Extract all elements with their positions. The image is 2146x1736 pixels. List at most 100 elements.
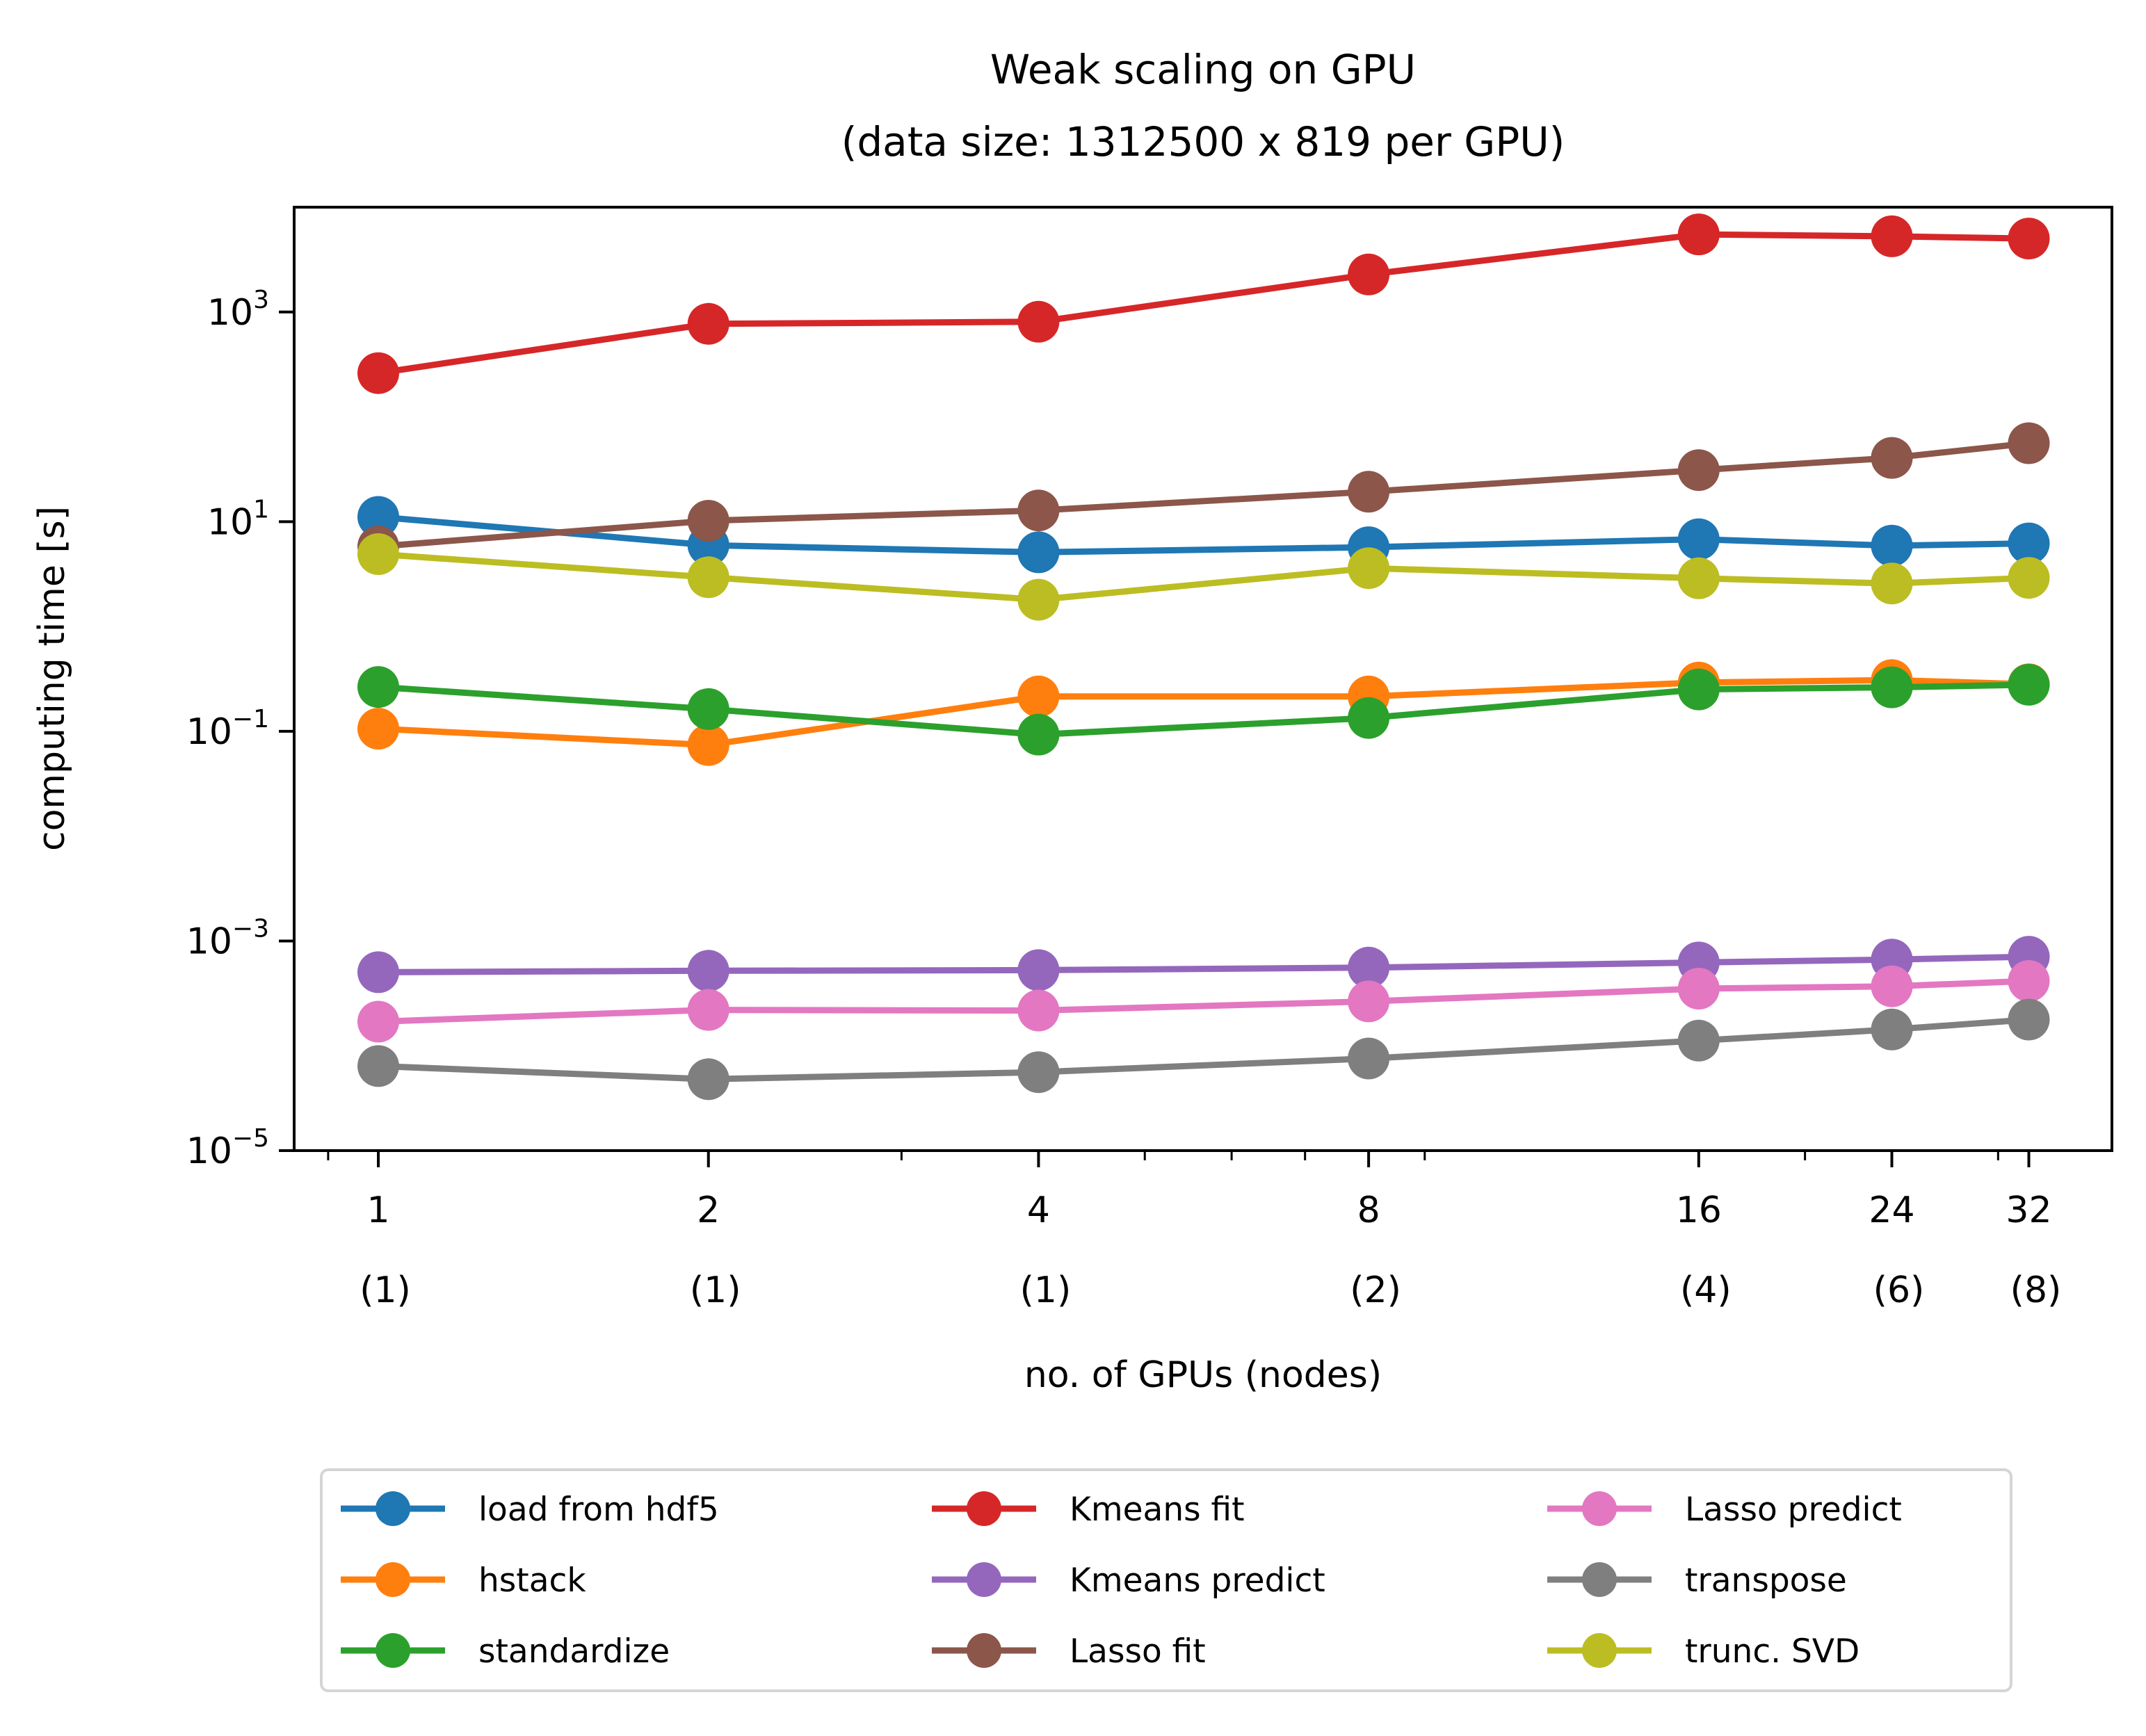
data-point [1348,1037,1390,1080]
x-tick-label: 8 [1357,1190,1380,1231]
legend-item: Lasso predict [1547,1491,1902,1529]
legend-marker-icon [376,1562,410,1597]
series-lasso-predict [357,960,2050,1043]
data-point [1677,449,1720,492]
data-point [687,500,729,542]
x-tick-label: 1 [366,1190,389,1231]
y-tick-label: 10−1 [186,705,269,753]
legend-label: transpose [1685,1561,1847,1600]
data-point [1677,557,1720,599]
plot-area [357,213,2050,1101]
data-point [2008,422,2050,464]
legend-label: Kmeans predict [1070,1561,1325,1600]
y-tick-label: 10−3 [186,914,269,962]
data-point [1017,1051,1060,1094]
data-point [1017,489,1060,532]
legend-label: load from hdf5 [478,1491,719,1529]
y-tick-label: 10−5 [186,1124,269,1172]
x-tick-sublabel: (6) [1873,1269,1925,1311]
legend-item: trunc. SVD [1547,1632,1859,1671]
data-point [687,302,729,345]
legend-item: standardize [341,1632,670,1671]
legend-frame [320,1468,2012,1692]
data-point [687,556,729,599]
x-tick-sublabel: (1) [360,1269,411,1311]
legend-marker-icon [967,1633,1001,1668]
x-tick-sublabel: (1) [690,1269,741,1311]
legend-item: Kmeans fit [932,1491,1245,1529]
legend-marker-icon [376,1491,410,1526]
data-point [357,496,399,538]
series-standardize [357,663,2050,756]
data-point [2008,960,2050,1002]
data-point [1348,253,1390,295]
data-point [1017,713,1060,756]
data-point [1677,668,1720,711]
data-point [1677,518,1720,560]
legend-marker-icon [1582,1562,1617,1597]
data-point [1017,300,1060,343]
series-transpose [357,998,2050,1101]
legend-item: hstack [341,1561,586,1600]
data-point [1017,531,1060,574]
data-point [357,352,399,394]
x-tick-label: 24 [1869,1190,1914,1231]
data-point [357,1000,399,1043]
data-point [1017,675,1060,717]
x-tick-label: 2 [697,1190,720,1231]
data-point [687,688,729,730]
legend-item: Lasso fit [932,1632,1206,1671]
legend-label: hstack [478,1561,586,1600]
legend-label: Lasso predict [1685,1491,1902,1529]
chart-title: Weak scaling on GPU [990,46,1416,93]
data-point [687,950,729,992]
legend-label: Kmeans fit [1070,1491,1245,1529]
legend-marker-icon [1582,1491,1617,1526]
data-point [687,989,729,1031]
legend-marker-icon [1582,1633,1617,1668]
x-axis: 1 (1) 2 (1) 4 (1) 8 (2) 16 (4) 24 (6) 32 (8) [327,1151,2062,1311]
legend-marker-icon [376,1633,410,1668]
axes-frame [293,206,2113,1152]
x-tick-label: 16 [1676,1190,1722,1231]
data-point [1871,562,1913,605]
data-point [1871,215,1913,257]
legend-label: Lasso fit [1070,1632,1206,1671]
legend-item: load from hdf5 [341,1491,719,1529]
series-lasso-fit [357,422,2050,567]
x-tick-label: 4 [1027,1190,1050,1231]
data-point [1871,437,1913,479]
x-tick-sublabel: (8) [2010,1269,2062,1311]
legend-item: Kmeans predict [932,1561,1325,1600]
data-point [1871,965,1913,1007]
data-point [1348,946,1390,989]
series-kmeans-fit [357,213,2050,394]
data-point [357,666,399,708]
data-point [357,951,399,993]
data-point [1017,949,1060,991]
data-point [357,708,399,750]
data-point [2008,557,2050,599]
legend-label: trunc. SVD [1685,1632,1859,1671]
data-point [357,533,399,575]
data-point [1348,980,1390,1023]
x-tick-sublabel: (1) [1020,1269,1072,1311]
data-point [1677,213,1720,256]
data-point [1348,471,1390,513]
x-tick-sublabel: (2) [1350,1269,1401,1311]
legend: load from hdf5 hstack standardize Kmeans fi… [320,1468,2012,1692]
x-axis-label: no. of GPUs (nodes) [1024,1354,1382,1396]
y-axis: 103 101 10−1 10−3 10−5 [186,286,294,1172]
data-point [1677,1019,1720,1062]
legend-label: standardize [478,1632,670,1671]
data-point [1677,968,1720,1009]
data-point [2008,522,2050,565]
x-tick-sublabel: (4) [1680,1269,1732,1311]
legend-item: transpose [1547,1561,1847,1600]
y-tick-label: 103 [207,286,269,334]
data-point [687,1058,729,1101]
data-point [2008,663,2050,706]
y-axis-label: computing time [s] [31,506,73,851]
